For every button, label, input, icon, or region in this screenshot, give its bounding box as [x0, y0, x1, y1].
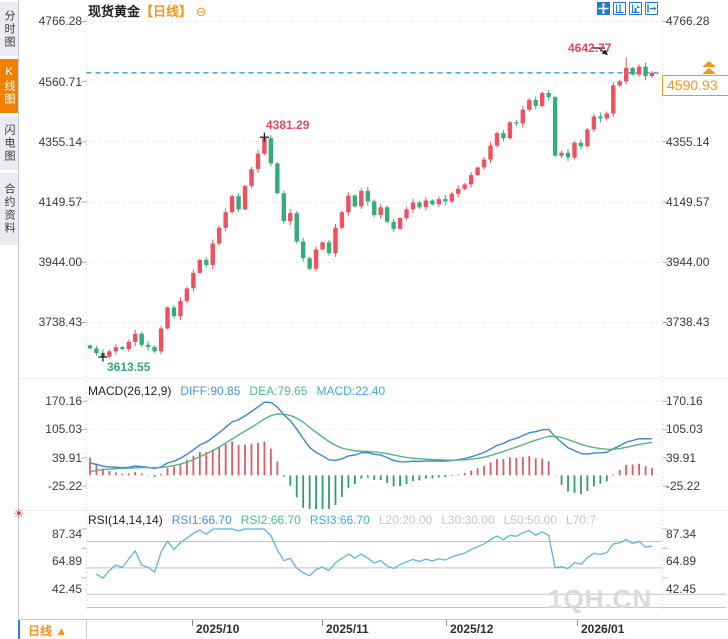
rsi-axis-label-right: 64.89	[666, 554, 697, 568]
macd-axis-label-right: 105.03	[666, 422, 703, 436]
pan-icon[interactable]	[597, 2, 610, 15]
rsi-axis-label-right: 87.34	[666, 527, 697, 541]
price-axis-label-right: 3738.43	[666, 315, 710, 329]
macd-diff-value: DIFF:90.85	[180, 384, 241, 398]
annotation-high-price: 4642.77	[568, 41, 612, 55]
annotation-swing-high: 4381.29	[266, 118, 310, 132]
chart-toolbar	[597, 2, 658, 15]
rsi-l30-label: L30:30.00	[441, 513, 495, 527]
macd-axis-label-right: 39.91	[666, 451, 697, 465]
x-axis-month-label: 2026/01	[581, 622, 625, 636]
macd-title: MACD(26,12,9)	[88, 384, 172, 398]
rsi-l20-label: L20:20.00	[378, 513, 433, 527]
macd-axis-label: 170.16	[45, 394, 82, 408]
macd-value: MACD:22.40	[316, 384, 386, 398]
period-selector-button[interactable]: 日线 ▲	[28, 622, 67, 639]
rsi-l50-label: L50:50.00	[503, 513, 558, 527]
exit-chart-icon[interactable]	[645, 2, 658, 15]
indicator-alert-icon: ☀	[13, 506, 25, 521]
rsi1-value: RSI1:66.70	[171, 513, 232, 527]
macd-axis-label: -25.22	[47, 479, 82, 493]
sidebar-item-time-chart[interactable]: 分时图	[0, 2, 18, 56]
y-axis-scale-icon[interactable]	[613, 2, 626, 15]
price-axis-label: 4560.71	[38, 75, 82, 89]
annotation-low-price: 3613.55	[107, 360, 151, 374]
chart-type-sidebar: 分时图 K线图 闪电图 合约资料	[0, 0, 19, 619]
rsi-axis-label: 64.89	[51, 554, 82, 568]
rsi-l70-label: L70:7	[566, 513, 597, 527]
price-axis-label: 4355.14	[38, 135, 82, 149]
price-axis-label: 4766.28	[38, 14, 82, 28]
price-axis-label: 4149.57	[38, 195, 82, 209]
macd-dea-value: DEA:79.65	[249, 384, 308, 398]
macd-axis-label-right: -25.22	[666, 479, 701, 493]
sidebar-item-kline-chart[interactable]: K线图	[0, 59, 18, 113]
price-axis-label-right: 4149.57	[666, 195, 710, 209]
site-watermark: 1QH.CN	[548, 584, 653, 614]
macd-axis-label-right: 170.16	[666, 394, 703, 408]
price-axis-label: 3944.00	[38, 255, 82, 269]
period-up-arrow-icon: ▲	[55, 624, 68, 638]
rsi3-value: RSI3:66.70	[309, 513, 370, 527]
x-axis-month-label: 2025/11	[326, 622, 369, 636]
chart-title: 现货黄金【日线】 ⊖	[88, 1, 207, 20]
period-tag: 【日线】	[140, 4, 193, 19]
x-axis-month-label: 2025/12	[450, 622, 494, 636]
sidebar-item-contract-info[interactable]: 合约资料	[0, 173, 18, 245]
rsi-title: RSI(14,14,14)	[88, 513, 163, 527]
collapse-indicator-icon[interactable]: ⊖	[195, 4, 207, 19]
price-axis-label-right: 4766.28	[666, 14, 710, 28]
rsi-axis-label-right: 42.45	[666, 582, 697, 596]
price-axis-label: 3738.43	[38, 315, 82, 329]
price-axis-label-right: 3944.00	[666, 255, 710, 269]
x-axis-month-label: 2025/10	[196, 622, 240, 636]
macd-axis-label: 39.91	[51, 451, 82, 465]
sidebar-item-lightning-chart[interactable]: 闪电图	[0, 116, 18, 170]
rsi-header: RSI(14,14,14) RSI1:66.70 RSI2:66.70 RSI3:66…	[88, 513, 605, 527]
macd-axis-label: 105.03	[45, 422, 82, 436]
rsi-axis-label: 42.45	[51, 582, 82, 596]
period-selector-label: 日线	[28, 624, 53, 638]
auto-fit-icon[interactable]	[629, 2, 642, 15]
rsi2-value: RSI2:66.70	[240, 513, 301, 527]
rsi-axis-label: 87.34	[51, 527, 82, 541]
symbol-name: 现货黄金	[88, 4, 141, 19]
macd-header: MACD(26,12,9) DIFF:90.85 DEA:79.65 MACD:22.…	[88, 384, 394, 398]
price-axis-label-right: 4355.14	[666, 135, 710, 149]
last-price-tag: 4590.93	[662, 75, 728, 96]
scroll-to-latest-icon[interactable]	[702, 61, 716, 74]
